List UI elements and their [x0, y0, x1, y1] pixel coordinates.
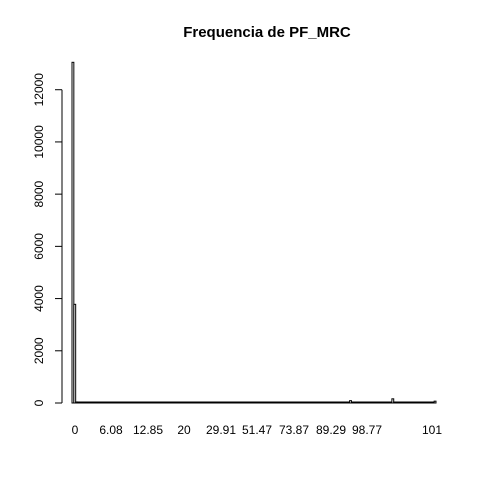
x-tick-label: 6.08 — [99, 423, 123, 437]
y-tick-label: 12000 — [32, 73, 46, 107]
x-tick-label: 29.91 — [206, 423, 236, 437]
x-tick-label: 89.29 — [316, 423, 346, 437]
x-tick-label: 73.87 — [279, 423, 309, 437]
bar — [71, 61, 75, 404]
x-tick-label: 12.85 — [133, 423, 163, 437]
y-tick-label: 0 — [32, 399, 46, 406]
bar — [433, 400, 437, 404]
chart-title: Frequencia de PF_MRC — [183, 24, 351, 41]
x-tick-label: 0 — [72, 423, 79, 437]
x-axis: 0 6.08 12.85 20 29.91 51.47 73.87 89.29 98.77 101 — [72, 423, 443, 437]
y-tick-label: 10000 — [32, 125, 46, 159]
x-tick-label: 98.77 — [352, 423, 382, 437]
y-tick-label: 4000 — [32, 285, 46, 312]
x-tick-label: 51.47 — [242, 423, 272, 437]
bar — [73, 303, 77, 404]
bar-group — [71, 61, 437, 404]
y-tick-label: 2000 — [32, 337, 46, 364]
y-tick-label: 6000 — [32, 233, 46, 260]
x-tick-label: 101 — [422, 423, 442, 437]
bar — [391, 398, 395, 404]
x-tick-label: 20 — [177, 423, 191, 437]
y-axis: 0 2000 4000 6000 8000 10000 12000 — [32, 73, 63, 406]
y-tick-label: 8000 — [32, 180, 46, 207]
